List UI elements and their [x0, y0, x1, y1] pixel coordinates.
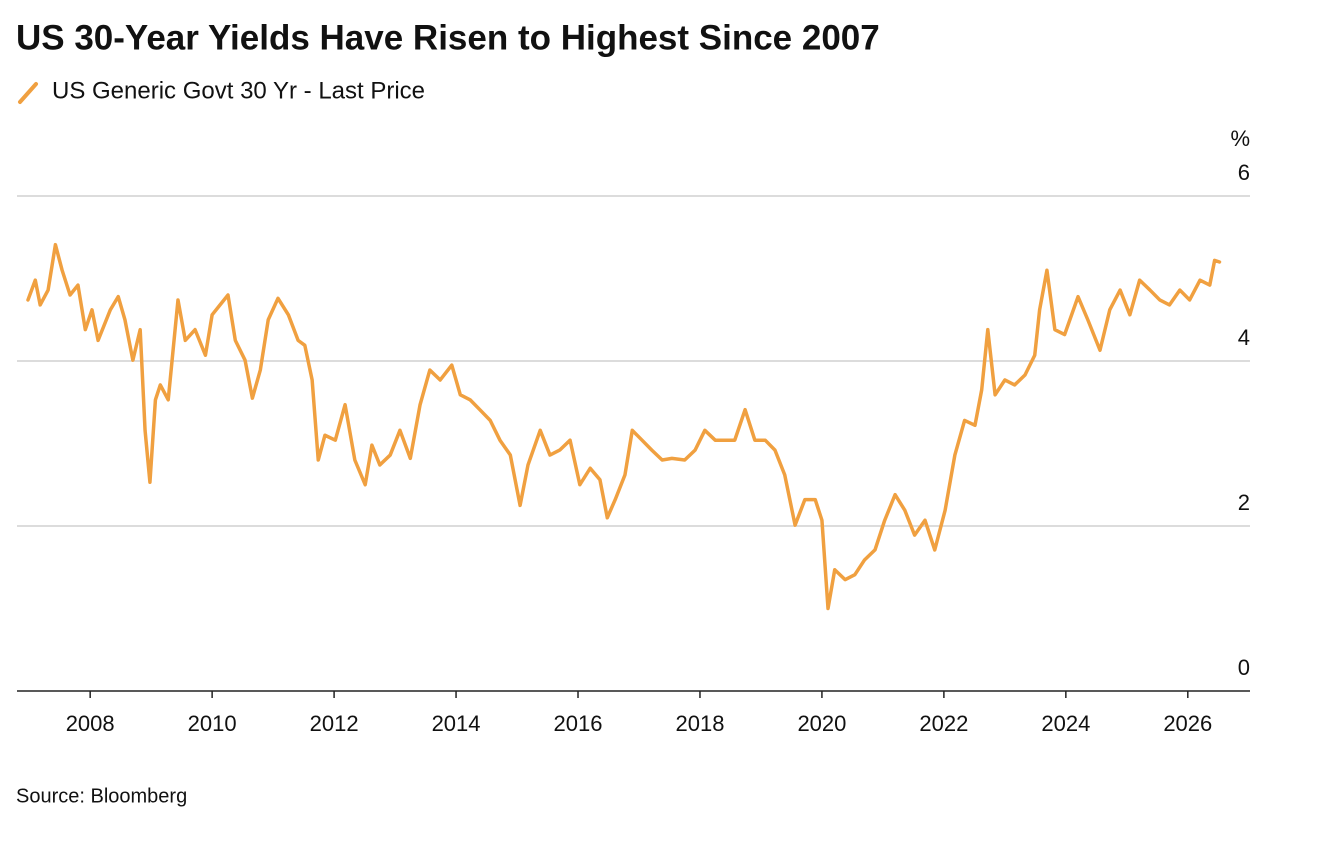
x-tick-label: 2022	[919, 711, 968, 736]
series-line	[26, 242, 1222, 611]
x-tick-label: 2014	[432, 711, 481, 736]
x-tick-label: 2012	[310, 711, 359, 736]
x-tick-label: 2018	[675, 711, 724, 736]
x-tick-label: 2016	[554, 711, 603, 736]
legend-swatch	[18, 82, 38, 104]
x-tick-label: 2026	[1163, 711, 1212, 736]
x-tick-label: 2020	[797, 711, 846, 736]
y-tick-label: 2	[1238, 490, 1250, 515]
y-axis-unit: %	[1230, 126, 1250, 151]
x-tick-label: 2008	[66, 711, 115, 736]
source-note: Source: Bloomberg	[16, 785, 187, 807]
x-tick-label: 2024	[1041, 711, 1090, 736]
chart-title: US 30-Year Yields Have Risen to Highest …	[16, 18, 880, 57]
x-tick-label: 2010	[188, 711, 237, 736]
y-tick-label: 4	[1238, 325, 1250, 350]
y-tick-label: 6	[1238, 160, 1250, 185]
legend-label: US Generic Govt 30 Yr - Last Price	[52, 77, 425, 104]
y-tick-label: 0	[1238, 655, 1250, 680]
